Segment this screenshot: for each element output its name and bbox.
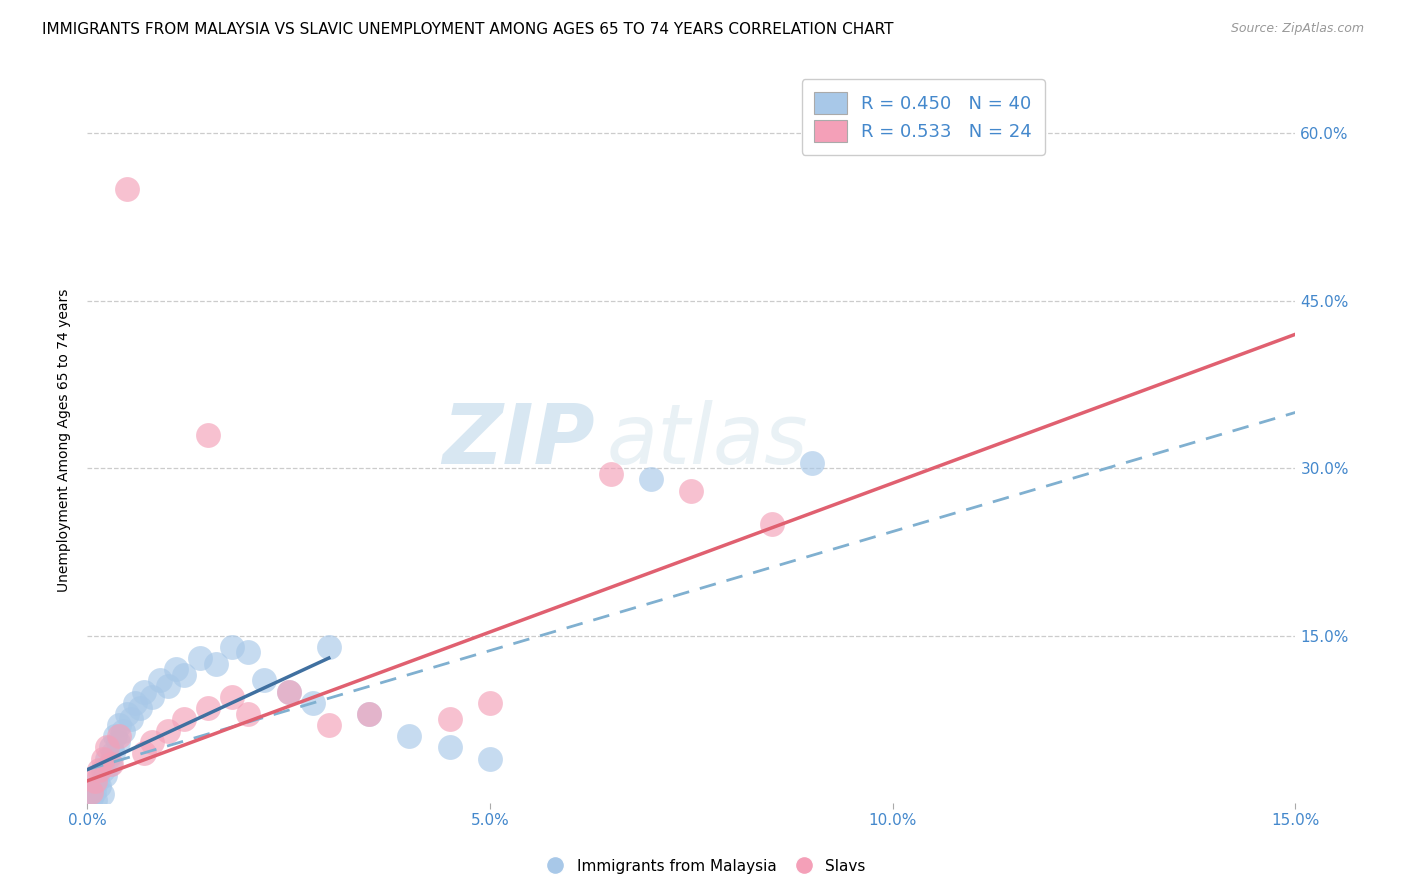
Point xyxy=(100,757,122,772)
Point xyxy=(156,723,179,738)
Point xyxy=(197,701,219,715)
Point xyxy=(83,785,105,799)
Point xyxy=(165,662,187,676)
Point xyxy=(120,713,142,727)
Point xyxy=(359,706,381,721)
Point xyxy=(439,740,461,755)
Point xyxy=(156,679,179,693)
Text: IMMIGRANTS FROM MALAYSIA VS SLAVIC UNEMPLOYMENT AMONG AGES 65 TO 74 YEARS CORREL: IMMIGRANTS FROM MALAYSIA VS SLAVIC UNEMP… xyxy=(42,22,894,37)
Legend: Immigrants from Malaysia, Slavs: Immigrants from Malaysia, Slavs xyxy=(534,853,872,880)
Point xyxy=(100,740,122,755)
Point xyxy=(478,696,501,710)
Point xyxy=(96,740,118,755)
Point xyxy=(318,640,340,654)
Point xyxy=(681,483,703,498)
Point xyxy=(277,684,299,698)
Point xyxy=(640,472,662,486)
Point xyxy=(107,735,129,749)
Point xyxy=(478,751,501,765)
Point xyxy=(188,651,211,665)
Point xyxy=(132,684,155,698)
Y-axis label: Unemployment Among Ages 65 to 74 years: Unemployment Among Ages 65 to 74 years xyxy=(58,289,72,592)
Text: Source: ZipAtlas.com: Source: ZipAtlas.com xyxy=(1230,22,1364,36)
Point xyxy=(359,706,381,721)
Point xyxy=(173,668,195,682)
Point xyxy=(128,701,150,715)
Point xyxy=(132,746,155,760)
Point xyxy=(221,640,243,654)
Point xyxy=(301,696,323,710)
Point xyxy=(96,751,118,765)
Point xyxy=(141,735,163,749)
Point xyxy=(398,729,420,743)
Point xyxy=(124,696,146,710)
Point xyxy=(84,773,107,788)
Point xyxy=(108,718,131,732)
Point xyxy=(117,706,139,721)
Point xyxy=(173,713,195,727)
Point xyxy=(89,763,111,777)
Point xyxy=(205,657,228,671)
Point xyxy=(599,467,621,481)
Point xyxy=(89,780,111,794)
Point xyxy=(253,673,276,688)
Point xyxy=(86,773,108,788)
Point xyxy=(221,690,243,705)
Point xyxy=(91,763,114,777)
Point xyxy=(238,706,260,721)
Point xyxy=(104,729,127,743)
Point xyxy=(94,768,117,782)
Point xyxy=(318,718,340,732)
Point xyxy=(801,456,824,470)
Point xyxy=(141,690,163,705)
Point xyxy=(84,793,107,807)
Legend: R = 0.450   N = 40, R = 0.533   N = 24: R = 0.450 N = 40, R = 0.533 N = 24 xyxy=(801,79,1045,155)
Text: ZIP: ZIP xyxy=(441,400,595,481)
Point xyxy=(101,746,124,760)
Text: atlas: atlas xyxy=(607,400,808,481)
Point xyxy=(108,729,131,743)
Point xyxy=(112,723,135,738)
Point xyxy=(80,785,103,799)
Point xyxy=(90,787,112,801)
Point xyxy=(80,790,103,805)
Point xyxy=(238,645,260,659)
Point xyxy=(761,517,783,532)
Point xyxy=(117,182,139,196)
Point xyxy=(277,684,299,698)
Point xyxy=(149,673,172,688)
Point xyxy=(197,427,219,442)
Point xyxy=(439,713,461,727)
Point xyxy=(91,751,114,765)
Point xyxy=(98,757,121,772)
